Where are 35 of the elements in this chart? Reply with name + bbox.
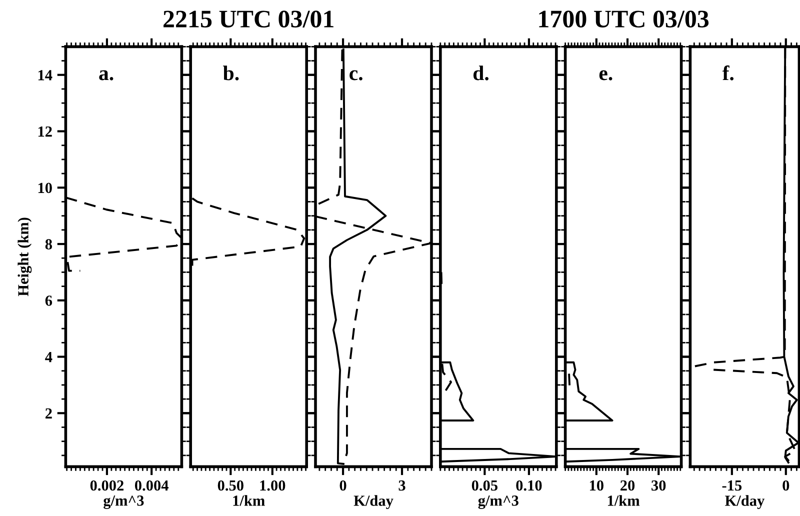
x-tick-label: 0.05	[472, 480, 498, 491]
x-tick-label: 0.004	[134, 480, 168, 491]
y-tick-label: 6	[45, 296, 52, 306]
y-tick-label: 8	[45, 239, 52, 250]
chart-title: 1700 UTC 03/03	[539, 10, 709, 28]
x-tick-label: 1.00	[260, 480, 286, 491]
annotation: c.	[350, 70, 362, 80]
y-axis-title: Height (km)	[18, 218, 32, 296]
annotation: b.	[223, 66, 239, 80]
annotation: e.	[599, 70, 612, 80]
annotation: f.	[722, 65, 734, 80]
x-axis-title: g/m^3	[104, 496, 144, 509]
x-tick-label: 0	[340, 480, 346, 491]
y-tick-label: 2	[46, 408, 52, 418]
x-axis-title: 1/km	[608, 495, 640, 506]
x-axis-title: K/day	[354, 495, 394, 510]
x-axis-title: 1/km	[233, 495, 265, 506]
x-tick-label: 10	[590, 480, 604, 491]
x-tick-label: -15	[722, 480, 742, 491]
x-tick-label: 20	[620, 480, 635, 491]
x-axis-title: g/m^3	[478, 496, 518, 509]
x-tick-label: 30	[652, 480, 666, 491]
chart-title: 2215 UTC 03/01	[164, 10, 334, 28]
x-axis-title: K/day	[725, 495, 765, 510]
x-tick-label: 0	[782, 480, 790, 491]
x-tick-label: 0.50	[218, 480, 244, 491]
x-tick-label: 0.10	[516, 480, 542, 491]
annotation: d.	[473, 66, 488, 80]
y-tick-label: 12	[38, 126, 52, 137]
y-tick-label: 14	[38, 70, 52, 80]
y-tick-label: 4	[45, 352, 52, 362]
x-tick-label: 0.002	[90, 480, 124, 491]
x-tick-label: 3	[398, 480, 406, 491]
y-tick-label: 10	[38, 182, 52, 194]
annotation: a.	[99, 70, 114, 80]
